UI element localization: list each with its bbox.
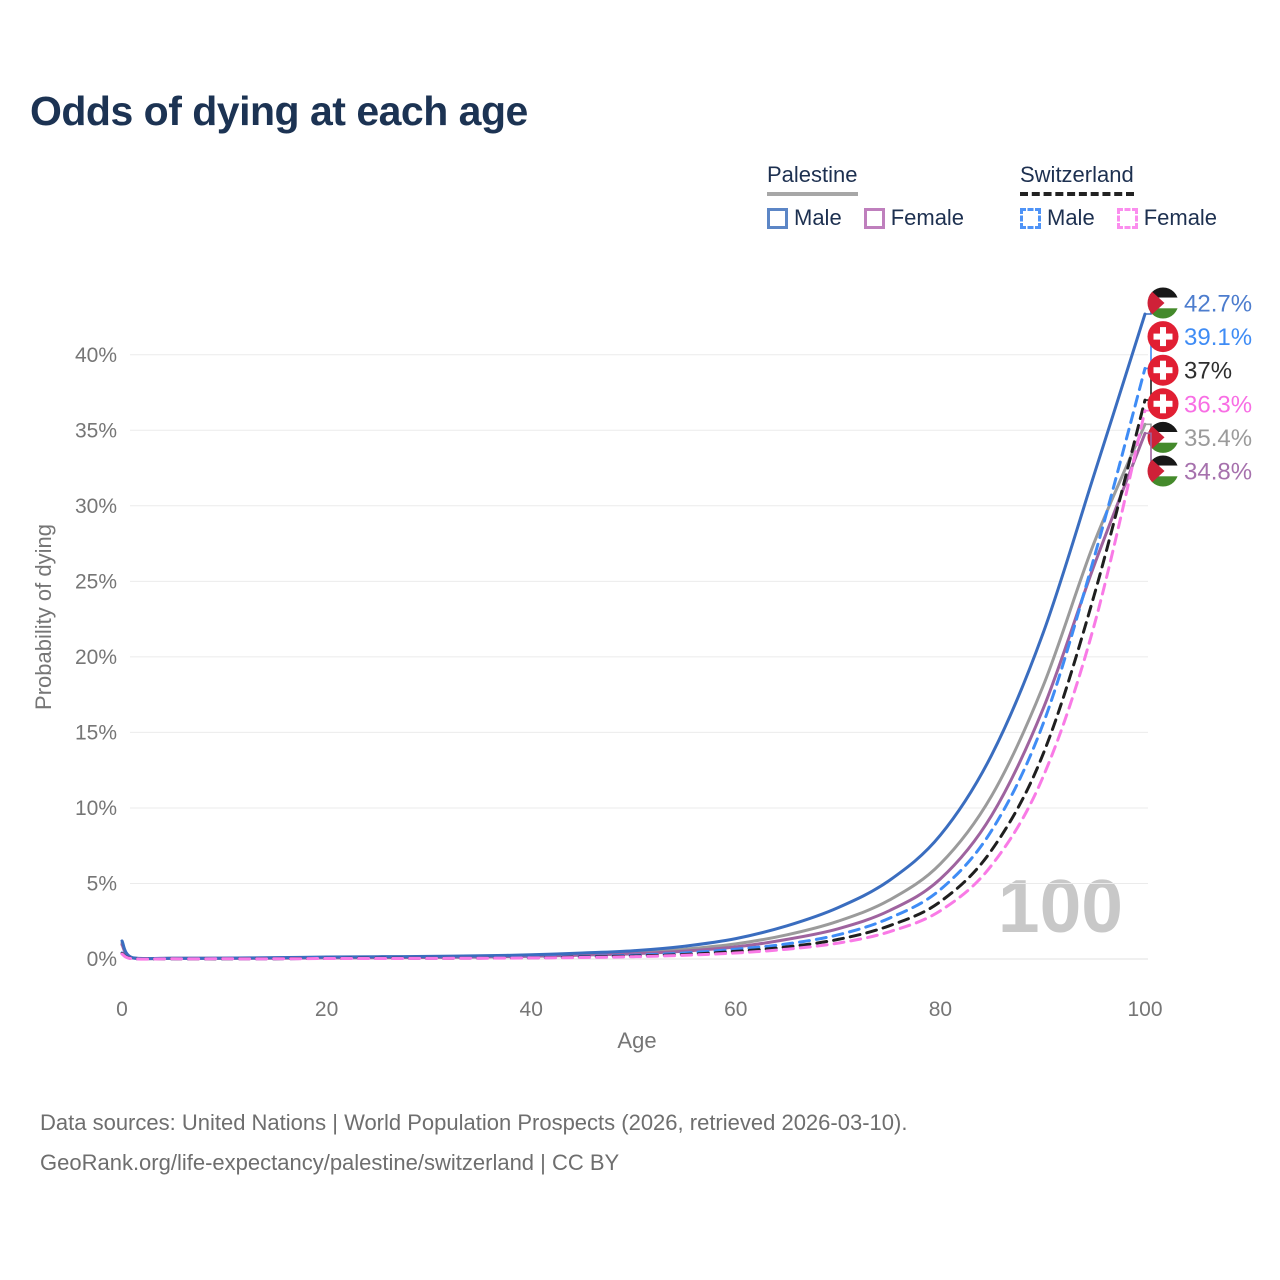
x-tick-label: 80 bbox=[929, 998, 952, 1021]
y-tick-label: 10% bbox=[75, 797, 117, 820]
flag-palestine-icon bbox=[1147, 287, 1179, 319]
legend-swatch-palestine-female[interactable] bbox=[863, 207, 885, 229]
y-tick-label: 5% bbox=[87, 873, 117, 896]
y-tick-label: 30% bbox=[75, 495, 117, 518]
page-title: Odds of dying at each age bbox=[30, 88, 528, 134]
end-label-palestine-female: 34.8% bbox=[1184, 459, 1252, 486]
series-line-palestine-both[interactable] bbox=[120, 422, 1147, 961]
series-line-switzerland-male[interactable] bbox=[120, 366, 1147, 961]
end-label-switzerland-female: 36.3% bbox=[1184, 391, 1252, 418]
y-tick-label: 0% bbox=[87, 948, 117, 971]
end-label-palestine-both: 35.4% bbox=[1184, 425, 1252, 452]
legend-country-switzerland[interactable]: Switzerland bbox=[1020, 162, 1134, 196]
legend-label-palestine-male[interactable]: Male bbox=[794, 205, 842, 230]
data-sources-text: Data sources: United Nations | World Pop… bbox=[40, 1110, 908, 1135]
legend-label-palestine-female[interactable]: Female bbox=[890, 205, 965, 230]
legend-group-switzerland: Switzerland Male Female bbox=[1020, 162, 1239, 231]
series-line-switzerland-female[interactable] bbox=[120, 409, 1147, 961]
x-tick-label: 0 bbox=[116, 998, 128, 1021]
legend-row-palestine: Male Female bbox=[767, 205, 986, 231]
y-tick-label: 15% bbox=[75, 721, 117, 744]
series-line-switzerland-both[interactable] bbox=[120, 398, 1147, 961]
x-tick-label: 20 bbox=[315, 998, 338, 1021]
legend-swatch-switzerland-female[interactable] bbox=[1116, 207, 1138, 229]
legend-country-palestine[interactable]: Palestine bbox=[767, 162, 858, 196]
y-tick-label: 25% bbox=[75, 570, 117, 593]
series-line-palestine-female[interactable] bbox=[120, 431, 1147, 961]
legend-swatch-switzerland-male[interactable] bbox=[1020, 207, 1041, 229]
legend-row-switzerland: Male Female bbox=[1020, 205, 1239, 231]
y-tick-label: 40% bbox=[75, 344, 117, 367]
legend-group-palestine: Palestine Male Female bbox=[767, 162, 986, 231]
legend-swatch-palestine-male[interactable] bbox=[767, 207, 788, 229]
x-tick-label: 100 bbox=[1127, 998, 1162, 1021]
y-tick-label: 35% bbox=[75, 419, 117, 442]
flag-switzerland-icon bbox=[1147, 354, 1179, 386]
flag-switzerland-icon bbox=[1147, 388, 1179, 420]
end-label-switzerland-both: 37% bbox=[1184, 358, 1232, 385]
end-label-palestine-male: 42.7% bbox=[1184, 291, 1252, 318]
y-axis-label: Probability of dying bbox=[31, 524, 56, 710]
end-label-switzerland-male: 39.1% bbox=[1184, 324, 1252, 351]
x-tick-label: 40 bbox=[520, 998, 543, 1021]
legend-label-switzerland-female[interactable]: Female bbox=[1143, 205, 1218, 230]
legend-label-switzerland-male[interactable]: Male bbox=[1047, 205, 1095, 230]
x-tick-label: 60 bbox=[724, 998, 747, 1021]
y-tick-label: 20% bbox=[75, 646, 117, 669]
attribution-text: GeoRank.org/life-expectancy/palestine/sw… bbox=[40, 1150, 620, 1175]
series-line-palestine-male[interactable] bbox=[120, 312, 1147, 961]
x-axis-label: Age bbox=[617, 1028, 657, 1053]
mortality-chart: 0% 5% 10% 15% 20% 25% 30% 35% 40% 0 20 40 60 80 100 42.… bbox=[75, 287, 1252, 1021]
flag-palestine-icon bbox=[1147, 455, 1179, 487]
flag-switzerland-icon bbox=[1147, 321, 1179, 353]
age-watermark: 100 bbox=[997, 864, 1123, 948]
